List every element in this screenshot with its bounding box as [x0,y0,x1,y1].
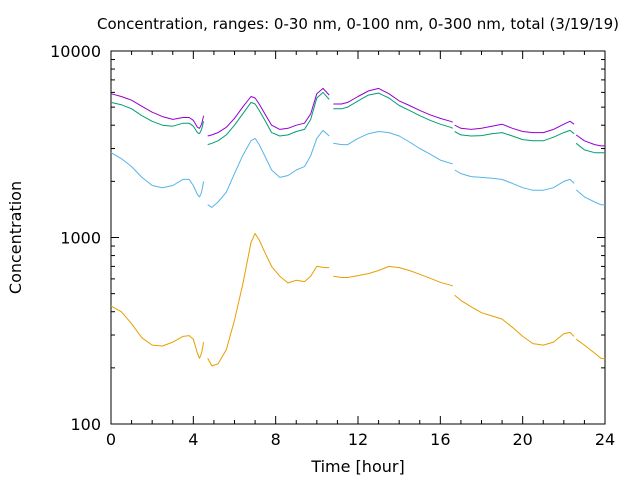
series-line [575,338,606,360]
series-line [575,134,605,147]
x-tick-label: 20 [512,430,532,449]
series-line [333,87,453,123]
y-axis: 100 1000 10000 [50,42,605,434]
series-line [454,120,575,134]
x-tick-label: 0 [106,430,116,449]
series-line [207,91,330,146]
series-3 [110,91,605,154]
series-line [454,169,575,191]
series-4 [110,87,605,147]
plot-frame [110,50,606,425]
plot-area: 0 4 8 12 16 20 24 100 1000 10000 [50,42,615,449]
series-line [575,142,605,154]
x-tick-label: 24 [595,430,615,449]
y-tick-label: 100 [70,415,101,434]
series-line [207,233,330,367]
y-axis-label: Concentration [6,181,25,294]
series-line [333,131,453,165]
series-1 [110,233,606,367]
x-tick-label: 12 [348,430,368,449]
series-line [333,265,453,287]
series-line [110,93,205,129]
y-tick-label: 10000 [50,42,101,61]
series-2 [110,129,605,208]
x-tick-label: 8 [271,430,281,449]
series-line [575,189,605,206]
series-line [110,101,205,135]
y-tick-label: 1000 [60,229,101,248]
series-line [110,305,205,359]
series-line [207,129,330,208]
series-line [333,92,453,129]
chart-title: Concentration, ranges: 0-30 nm, 0-100 nm… [97,15,619,33]
x-axis-label: Time [hour] [310,457,404,476]
x-tick-label: 4 [188,430,198,449]
series-layer [110,87,606,367]
x-axis: 0 4 8 12 16 20 24 [106,51,615,449]
series-line [454,294,575,346]
x-tick-label: 16 [430,430,450,449]
series-line [110,152,205,198]
series-line [207,87,330,137]
series-line [454,129,575,142]
